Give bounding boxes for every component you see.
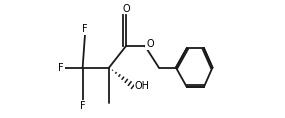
Text: O: O	[146, 39, 154, 49]
Text: O: O	[122, 4, 130, 14]
Text: F: F	[82, 24, 88, 34]
Text: OH: OH	[135, 81, 150, 91]
Text: F: F	[80, 101, 86, 111]
Text: F: F	[58, 63, 64, 73]
